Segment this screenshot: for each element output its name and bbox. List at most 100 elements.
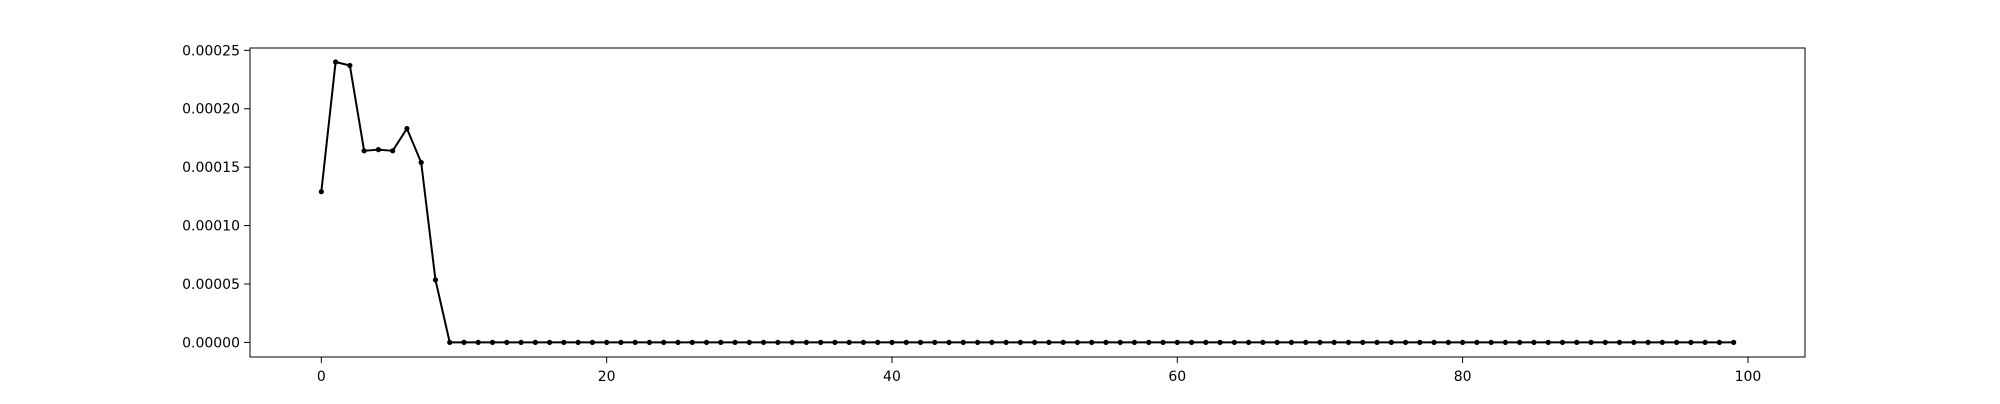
data-point: [760, 339, 767, 345]
data-point: [604, 339, 610, 345]
data-point: [1474, 339, 1480, 345]
data-point: [618, 339, 624, 345]
data-point: [432, 277, 439, 283]
data-point: [1231, 339, 1237, 345]
data-point: [318, 189, 324, 195]
y-axis: 0.00000 0.00005 0.00010 0.00015 0.00020 0.000…: [182, 43, 250, 351]
data-point: [1388, 339, 1394, 345]
y-tick-label: 0.00010: [182, 219, 240, 235]
data-point: [1217, 339, 1223, 345]
data-point: [1174, 339, 1180, 345]
data-point: [546, 339, 553, 345]
data-point: [1374, 339, 1380, 345]
data-point: [932, 339, 938, 345]
data-point: [1317, 339, 1323, 345]
x-tick-label: 60: [1168, 369, 1186, 385]
data-point: [1574, 339, 1580, 345]
data-point: [903, 339, 909, 345]
x-tick-label: 100: [1735, 369, 1762, 385]
data-point: [1288, 339, 1295, 345]
data-point: [1017, 339, 1023, 345]
data-point: [775, 339, 781, 345]
x-tick-label: 0: [317, 369, 326, 385]
data-point: [1616, 339, 1623, 345]
data-point: [832, 339, 838, 345]
data-point: [361, 148, 367, 154]
data-point: [589, 339, 595, 345]
data-point: [875, 339, 881, 345]
y-tick-label: 0.00005: [182, 277, 240, 293]
data-point: [1702, 339, 1708, 345]
data-point: [974, 339, 981, 345]
series-line: [320, 61, 1734, 344]
data-point: [675, 339, 681, 345]
data-point: [703, 339, 710, 345]
data-point: [375, 147, 381, 153]
data-point: [732, 339, 738, 345]
data-point: [333, 59, 339, 65]
data-point: [518, 339, 524, 345]
y-tick-label: 0.00000: [182, 335, 240, 351]
data-point: [860, 339, 867, 345]
data-point: [461, 339, 467, 345]
data-point: [646, 339, 653, 345]
data-point: [1060, 339, 1066, 345]
data-point: [390, 148, 396, 154]
data-point: [1074, 339, 1081, 345]
series-layer: [318, 59, 1737, 345]
data-point: [447, 339, 453, 345]
data-point: [1417, 339, 1423, 345]
data-point: [1517, 339, 1523, 345]
data-point: [1631, 339, 1637, 345]
data-point: [1331, 339, 1337, 345]
data-point: [1274, 339, 1280, 345]
data-point: [1731, 339, 1737, 345]
data-point: [989, 339, 995, 345]
data-point: [1160, 339, 1166, 345]
data-point: [746, 339, 752, 345]
data-point: [1588, 339, 1594, 345]
data-point: [1188, 339, 1195, 345]
plot-frame: [249, 47, 1806, 358]
x-tick-label: 20: [598, 369, 616, 385]
data-point: [1046, 339, 1052, 345]
data-point: [661, 339, 667, 345]
data-point: [946, 339, 952, 345]
data-point: [1345, 339, 1352, 345]
data-point: [718, 339, 724, 345]
data-point: [489, 339, 496, 345]
data-point: [561, 339, 567, 345]
data-point: [960, 339, 966, 345]
y-tick-label: 0.00015: [182, 160, 240, 176]
data-point: [1559, 339, 1566, 345]
data-point: [1431, 339, 1437, 345]
data-point: [1360, 339, 1366, 345]
data-point: [1402, 339, 1409, 345]
data-point: [1260, 339, 1266, 345]
data-point: [1545, 339, 1551, 345]
data-point: [404, 126, 410, 132]
data-point: [1445, 339, 1451, 345]
data-point: [917, 339, 924, 345]
data-point: [1716, 339, 1722, 345]
data-point: [1103, 339, 1109, 345]
data-point: [1032, 339, 1038, 345]
data-point: [803, 339, 809, 345]
x-tick-label: 80: [1454, 369, 1472, 385]
data-point: [1674, 339, 1680, 345]
data-point: [789, 339, 795, 345]
data-point: [689, 339, 695, 345]
data-point: [1303, 339, 1309, 345]
data-point: [1117, 339, 1123, 345]
y-tick-label: 0.00025: [182, 43, 240, 59]
data-point: [1602, 339, 1608, 345]
data-point: [575, 339, 581, 345]
data-point: [475, 339, 481, 345]
data-point: [632, 339, 638, 345]
data-point: [418, 159, 424, 166]
data-point: [1246, 339, 1252, 345]
data-point: [1502, 339, 1509, 345]
data-point: [1131, 339, 1138, 345]
